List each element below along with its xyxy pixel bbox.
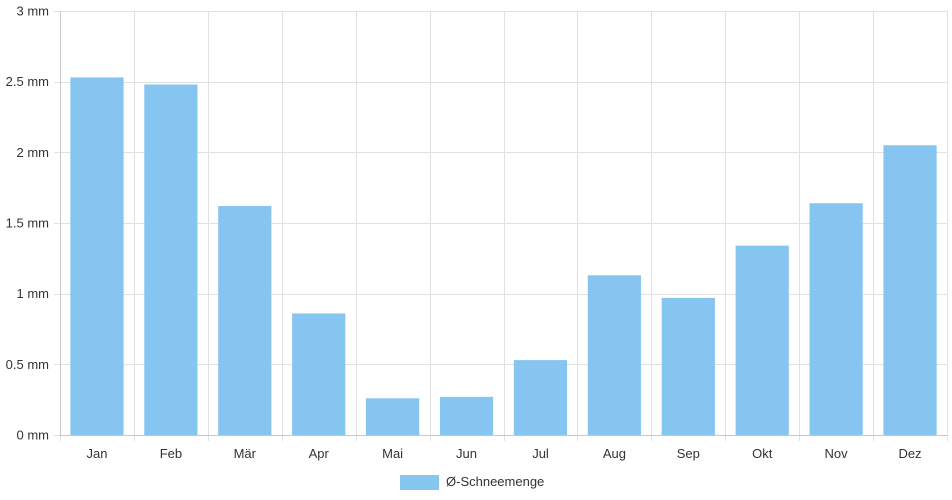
bar-jul[interactable]	[513, 360, 568, 435]
x-tick-label: Sep	[677, 446, 700, 461]
y-axis-tick-labels: 0 mm 0.5 mm 1 mm 1.5 mm 2 mm 2.5 mm 3 mm	[6, 4, 49, 443]
x-tick-label: Okt	[752, 446, 773, 461]
y-tick-label: 2.5 mm	[6, 74, 49, 89]
bar-mai[interactable]	[366, 398, 420, 435]
legend[interactable]: Ø-Schneemenge	[400, 474, 544, 490]
bar-okt[interactable]	[735, 245, 789, 435]
grid	[54, 11, 948, 441]
bar-feb[interactable]	[144, 84, 198, 436]
x-tick-label: Mär	[234, 446, 257, 461]
bar-nov[interactable]	[809, 203, 863, 435]
x-tick-label: Feb	[160, 446, 182, 461]
bar-aug[interactable]	[587, 275, 641, 435]
y-tick-label: 0 mm	[17, 428, 50, 443]
legend-swatch	[400, 475, 439, 490]
x-tick-label: Nov	[825, 446, 849, 461]
y-tick-label: 2 mm	[17, 145, 50, 160]
x-tick-label: Jul	[532, 446, 549, 461]
x-tick-label: Mai	[382, 446, 403, 461]
axes	[60, 11, 947, 436]
x-tick-label: Dez	[898, 446, 921, 461]
bar-jan[interactable]	[70, 77, 124, 436]
bar-sep[interactable]	[661, 297, 715, 435]
x-tick-label: Aug	[603, 446, 626, 461]
x-axis-tick-labels: Jan Feb Mär Apr Mai Jun Jul Aug Sep Okt Nov Dez	[87, 446, 922, 461]
bar-jun[interactable]	[439, 396, 494, 435]
y-tick-label: 1.5 mm	[6, 216, 49, 231]
x-tick-label: Apr	[309, 446, 330, 461]
y-tick-label: 1 mm	[17, 286, 50, 301]
y-tick-label: 0.5 mm	[6, 357, 49, 372]
x-tick-label: Jun	[456, 446, 477, 461]
legend-label: Ø-Schneemenge	[446, 474, 544, 489]
x-tick-label: Jan	[87, 446, 108, 461]
bar-dez[interactable]	[883, 145, 937, 435]
bars	[70, 77, 937, 436]
y-tick-label: 3 mm	[17, 4, 50, 19]
bar-mär[interactable]	[218, 206, 272, 435]
bar-apr[interactable]	[292, 313, 346, 435]
